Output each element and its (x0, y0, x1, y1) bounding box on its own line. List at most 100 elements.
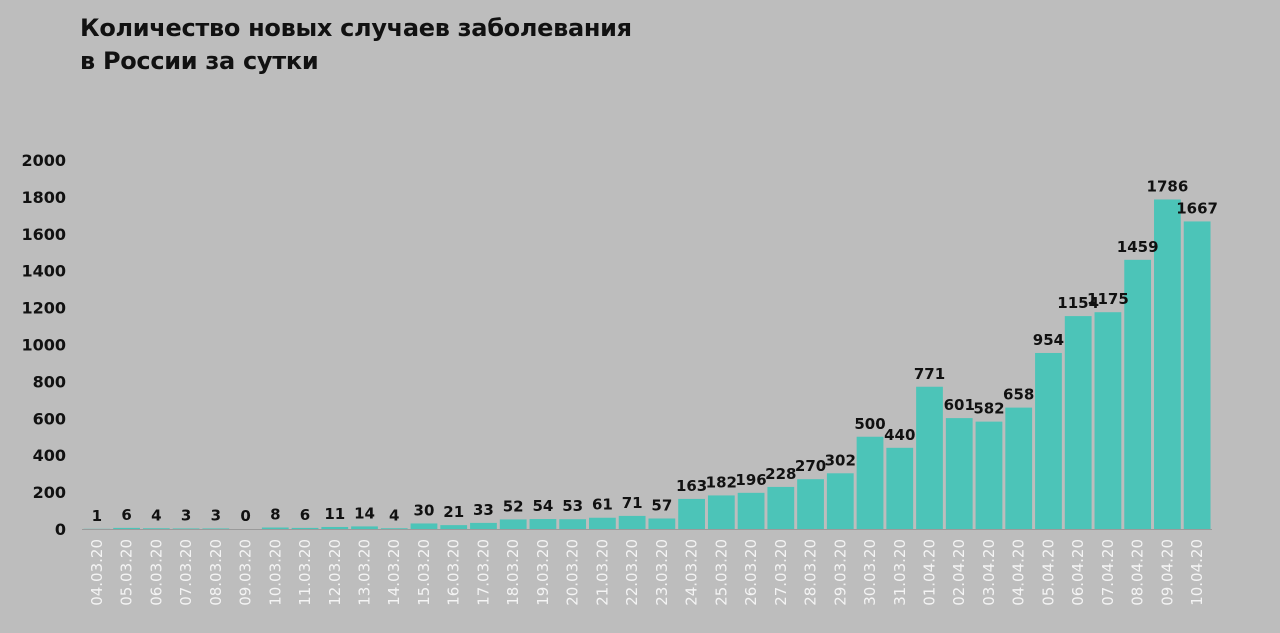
data-label: 601 (944, 396, 975, 414)
data-label: 500 (854, 415, 885, 433)
bar (1183, 221, 1211, 529)
y-tick-label: 1800 (21, 188, 66, 207)
x-tick-label: 09.03.20 (237, 539, 255, 606)
data-label: 196 (735, 471, 766, 489)
bar (945, 418, 973, 529)
bar (440, 525, 468, 529)
y-tick-label: 800 (33, 372, 66, 391)
data-label: 0 (240, 507, 250, 525)
x-tick-label: 24.03.20 (683, 539, 701, 606)
data-label: 30 (414, 501, 435, 519)
bar (707, 495, 735, 529)
bar (618, 515, 646, 529)
bar (1035, 352, 1062, 529)
x-tick-label: 18.03.20 (504, 539, 522, 606)
x-tick-label: 09.04.20 (1158, 539, 1176, 606)
x-tick-label: 23.03.20 (653, 539, 671, 606)
x-tick-label: 13.03.20 (356, 539, 374, 606)
x-tick-label: 05.03.20 (118, 539, 136, 606)
y-tick-label: 400 (33, 446, 66, 465)
data-label: 163 (676, 477, 707, 495)
data-label: 52 (503, 497, 524, 515)
bar (1094, 312, 1122, 529)
x-tick-label: 14.03.20 (385, 539, 403, 606)
bar (767, 486, 795, 529)
y-tick-label: 1600 (21, 225, 66, 244)
bar (1154, 199, 1181, 529)
data-label: 6 (300, 506, 310, 524)
data-label: 1786 (1147, 177, 1189, 195)
data-label: 33 (473, 501, 494, 519)
data-label: 182 (706, 473, 737, 491)
chart-title-line-1: Количество новых случаев заболевания (80, 14, 632, 42)
x-tick-label: 12.03.20 (326, 539, 344, 606)
y-tick-label: 0 (55, 520, 66, 539)
data-label: 1154 (1057, 294, 1099, 312)
data-label: 771 (914, 365, 945, 383)
bar (113, 527, 140, 529)
bar (291, 527, 319, 529)
x-tick-label: 05.04.20 (1039, 539, 1057, 606)
data-label: 440 (884, 426, 915, 444)
data-label: 6 (121, 506, 131, 524)
data-label: 582 (973, 400, 1004, 418)
chart-title-line-2: в России за сутки (80, 47, 319, 75)
x-tick-label: 21.03.20 (593, 539, 611, 606)
y-axis-ticks: 0 200 400 600 800 1000 1200 1400 1600 1800 2000 (21, 151, 66, 539)
x-tick-label: 26.03.20 (742, 539, 760, 606)
bar (172, 528, 200, 529)
bar (916, 386, 943, 529)
data-label: 54 (532, 497, 553, 515)
y-tick-label: 200 (33, 483, 66, 502)
x-tick-label: 29.03.20 (831, 539, 849, 606)
bar (856, 436, 884, 529)
x-tick-label: 10.04.20 (1188, 539, 1206, 606)
x-tick-label: 30.03.20 (861, 539, 879, 606)
bar (648, 518, 676, 529)
x-tick-label: 28.03.20 (802, 539, 820, 606)
bar (321, 526, 349, 529)
x-tick-label: 27.03.20 (772, 539, 790, 606)
bar (470, 522, 497, 529)
data-label: 1459 (1117, 238, 1159, 256)
x-tick-label: 07.03.20 (177, 539, 195, 606)
x-tick-label: 08.04.20 (1129, 539, 1147, 606)
bar (261, 527, 289, 529)
bar (886, 447, 914, 529)
y-tick-label: 600 (33, 409, 66, 428)
data-label: 71 (622, 494, 643, 512)
data-label: 3 (211, 506, 221, 524)
bar (142, 528, 170, 529)
x-tick-label: 25.03.20 (712, 539, 730, 606)
bar (202, 528, 230, 529)
data-label: 228 (765, 465, 796, 483)
bar (410, 523, 438, 529)
data-label: 3 (181, 506, 191, 524)
data-label: 57 (651, 496, 672, 514)
bar (499, 519, 527, 529)
bar (797, 479, 824, 529)
x-tick-label: 07.04.20 (1099, 539, 1117, 606)
data-label: 954 (1033, 331, 1064, 349)
x-tick-label: 16.03.20 (445, 539, 463, 606)
bar (737, 492, 765, 529)
x-tick-label: 08.03.20 (207, 539, 225, 606)
x-tick-label: 15.03.20 (415, 539, 433, 606)
x-tick-label: 31.03.20 (891, 539, 909, 606)
data-labels-group: 1 6 4 3 3 0 8 6 11 14 4 30 21 33 52 54 53 61 71 57163182196… (92, 177, 1218, 525)
bar (351, 526, 378, 529)
x-tick-label: 11.03.20 (296, 539, 314, 606)
data-label: 1667 (1176, 199, 1218, 217)
x-tick-label: 10.03.20 (266, 539, 284, 606)
bar (975, 421, 1003, 529)
x-tick-label: 02.04.20 (950, 539, 968, 606)
x-tick-label: 22.03.20 (623, 539, 641, 606)
data-label: 53 (562, 497, 583, 515)
y-tick-label: 1200 (21, 299, 66, 318)
bar (1124, 259, 1152, 529)
x-tick-label: 04.03.20 (88, 539, 106, 606)
data-label: 270 (795, 457, 826, 475)
data-label: 11 (324, 505, 345, 523)
